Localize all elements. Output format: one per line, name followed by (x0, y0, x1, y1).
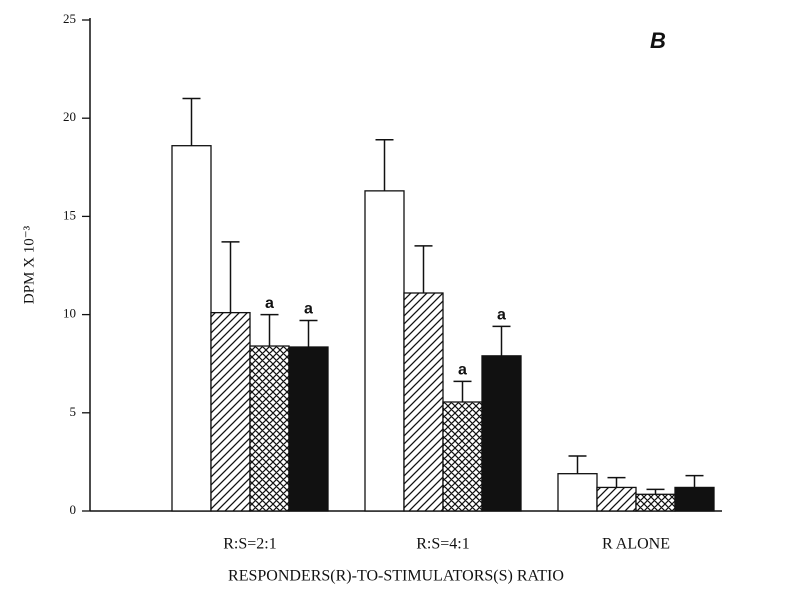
bar (171, 145, 212, 512)
y-axis-label: DPM X 10⁻³ (21, 225, 37, 304)
annotation: a (304, 301, 313, 318)
y-tick-label: 5 (70, 404, 77, 419)
y-tick-label: 20 (63, 109, 76, 124)
bar (442, 401, 483, 512)
x-tick-label: R:S=2:1 (223, 536, 276, 553)
bar (249, 345, 290, 512)
bar (557, 473, 598, 512)
annotation: a (458, 362, 467, 379)
annotation: a (265, 295, 274, 312)
bar (364, 190, 405, 512)
y-tick-label: 15 (63, 207, 76, 222)
annotation: a (497, 307, 506, 324)
panel-label: B (650, 28, 666, 53)
y-tick-label: 0 (70, 502, 77, 517)
x-tick-label: R:S=4:1 (416, 536, 469, 553)
y-tick-label: 25 (63, 11, 76, 26)
y-tick-label: 10 (63, 306, 76, 321)
x-tick-label: R ALONE (602, 536, 670, 553)
bar (635, 493, 676, 512)
bar (403, 292, 444, 512)
bar (288, 346, 329, 512)
x-axis-label: RESPONDERS(R)-TO-STIMULATORS(S) RATIO (228, 568, 564, 585)
bar (481, 355, 522, 512)
bar (210, 311, 251, 512)
bar (674, 486, 715, 512)
bar (596, 486, 637, 512)
